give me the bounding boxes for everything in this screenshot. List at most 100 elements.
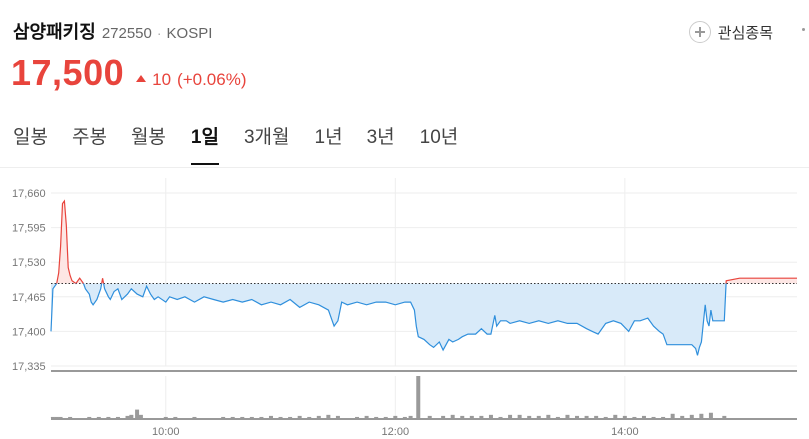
tab-daily[interactable]: 일봉 bbox=[13, 127, 48, 148]
x-tick-label: 10:00 bbox=[152, 426, 180, 438]
x-tick-label: 12:00 bbox=[382, 426, 410, 438]
volume-bar bbox=[680, 415, 685, 418]
plus-icon bbox=[688, 21, 711, 43]
volume-bar bbox=[192, 416, 197, 418]
volume-bar bbox=[508, 414, 513, 418]
tab-1year[interactable]: 1년 bbox=[314, 127, 343, 148]
volume-bar bbox=[135, 409, 140, 418]
volume-bar bbox=[498, 416, 503, 418]
volume-bar bbox=[479, 415, 484, 418]
volume-bar bbox=[488, 414, 493, 418]
volume-bar bbox=[584, 415, 589, 418]
tab-monthly[interactable]: 월봉 bbox=[130, 127, 166, 148]
tab-3months[interactable]: 3개월 bbox=[243, 127, 290, 148]
volume-bar bbox=[416, 376, 421, 418]
volume-bar bbox=[651, 416, 656, 418]
volume-bar bbox=[106, 416, 111, 418]
volume-bar bbox=[393, 415, 398, 418]
volume-bar bbox=[138, 414, 143, 418]
volume-bar bbox=[50, 416, 55, 418]
change-rate: (+0.06%) bbox=[177, 70, 247, 89]
x-axis-ticks: 10:00 12:00 14:00 bbox=[152, 426, 639, 438]
price-line-below bbox=[50, 283, 727, 356]
y-tick-label: 17,595 bbox=[12, 223, 46, 235]
price-row: 17,500 10 (+0.06%) bbox=[11, 52, 246, 94]
volume-bar bbox=[87, 416, 92, 418]
volume-bar bbox=[335, 415, 340, 418]
volume-bar bbox=[268, 415, 273, 418]
volume-bar bbox=[374, 416, 379, 418]
volume-bar bbox=[632, 416, 637, 418]
tab-weekly[interactable]: 주봉 bbox=[71, 127, 107, 148]
volume-bar bbox=[613, 414, 618, 418]
stock-header: 삼양패키징 272550 · KOSPI bbox=[13, 18, 212, 44]
volume-bar bbox=[316, 415, 321, 418]
volume-bar bbox=[699, 413, 704, 418]
up-arrow-icon bbox=[136, 75, 147, 82]
price-change: 10 (+0.06%) bbox=[136, 70, 246, 90]
volume-bar bbox=[708, 412, 713, 418]
tab-3years[interactable]: 3년 bbox=[366, 127, 395, 148]
volume-bar bbox=[278, 416, 283, 418]
y-tick-label: 17,335 bbox=[12, 361, 46, 373]
volume-bar bbox=[575, 415, 580, 418]
volume-bar bbox=[441, 415, 446, 418]
period-tabs: 일봉 주봉 월봉 1일 3개월 1년 3년 10년 bbox=[13, 122, 458, 165]
volume-bar bbox=[546, 414, 551, 418]
volume-bar bbox=[603, 416, 608, 418]
volume-bar bbox=[641, 415, 646, 418]
volume-bar bbox=[307, 416, 312, 418]
volume-bar bbox=[240, 416, 245, 418]
y-axis-ticks: 17,660 17,595 17,530 17,465 17,400 17,335 bbox=[12, 188, 46, 373]
volume-bar bbox=[383, 416, 388, 418]
volume-bar bbox=[129, 414, 134, 418]
current-price: 17,500 bbox=[11, 52, 125, 93]
volume-bar bbox=[249, 416, 254, 418]
volume-bar bbox=[163, 416, 168, 418]
volume-bar bbox=[565, 414, 570, 418]
tabs-divider bbox=[0, 167, 809, 168]
volume-bar bbox=[661, 416, 666, 418]
volume-bar bbox=[173, 416, 178, 418]
separator-dot: · bbox=[156, 25, 162, 41]
add-favorite-button[interactable]: 관심종목 bbox=[688, 21, 773, 43]
volume-bar bbox=[536, 415, 541, 418]
volume-bar bbox=[517, 414, 522, 418]
volume-bar bbox=[722, 415, 727, 418]
volume-bar bbox=[427, 415, 432, 418]
volume-bar bbox=[689, 414, 694, 418]
volume-bar bbox=[469, 415, 474, 418]
volume-bar bbox=[288, 416, 293, 418]
volume-bar bbox=[96, 416, 101, 418]
below-baseline-area bbox=[51, 283, 727, 356]
y-tick-label: 17,660 bbox=[12, 188, 46, 200]
volume-bar bbox=[230, 416, 235, 418]
y-tick-label: 17,465 bbox=[12, 292, 46, 304]
volume-bar bbox=[622, 415, 627, 418]
stock-name: 삼양패키징 bbox=[13, 22, 96, 42]
stock-code: 272550 bbox=[101, 25, 152, 42]
volume-bar bbox=[58, 416, 63, 418]
volume-bar bbox=[402, 416, 407, 418]
volume-bar bbox=[450, 414, 455, 418]
volume-bar bbox=[297, 415, 302, 418]
volume-bar bbox=[355, 416, 360, 418]
tab-10years[interactable]: 10년 bbox=[419, 127, 459, 148]
volume-bars bbox=[50, 376, 727, 418]
more-icon[interactable] bbox=[802, 28, 805, 31]
volume-bar bbox=[555, 416, 560, 418]
volume-bar bbox=[54, 416, 59, 418]
tab-1day[interactable]: 1일 bbox=[190, 122, 220, 165]
change-amount: 10 bbox=[152, 70, 172, 89]
volume-bar bbox=[364, 415, 369, 418]
volume-bar bbox=[259, 416, 264, 418]
volume-bar bbox=[460, 415, 465, 418]
volume-bar bbox=[221, 416, 226, 418]
favorite-label: 관심종목 bbox=[717, 24, 773, 42]
market-name: KOSPI bbox=[166, 25, 213, 42]
volume-bar bbox=[670, 413, 675, 418]
volume-bar bbox=[594, 415, 599, 418]
y-tick-label: 17,400 bbox=[12, 326, 46, 338]
volume-bar bbox=[68, 416, 73, 418]
